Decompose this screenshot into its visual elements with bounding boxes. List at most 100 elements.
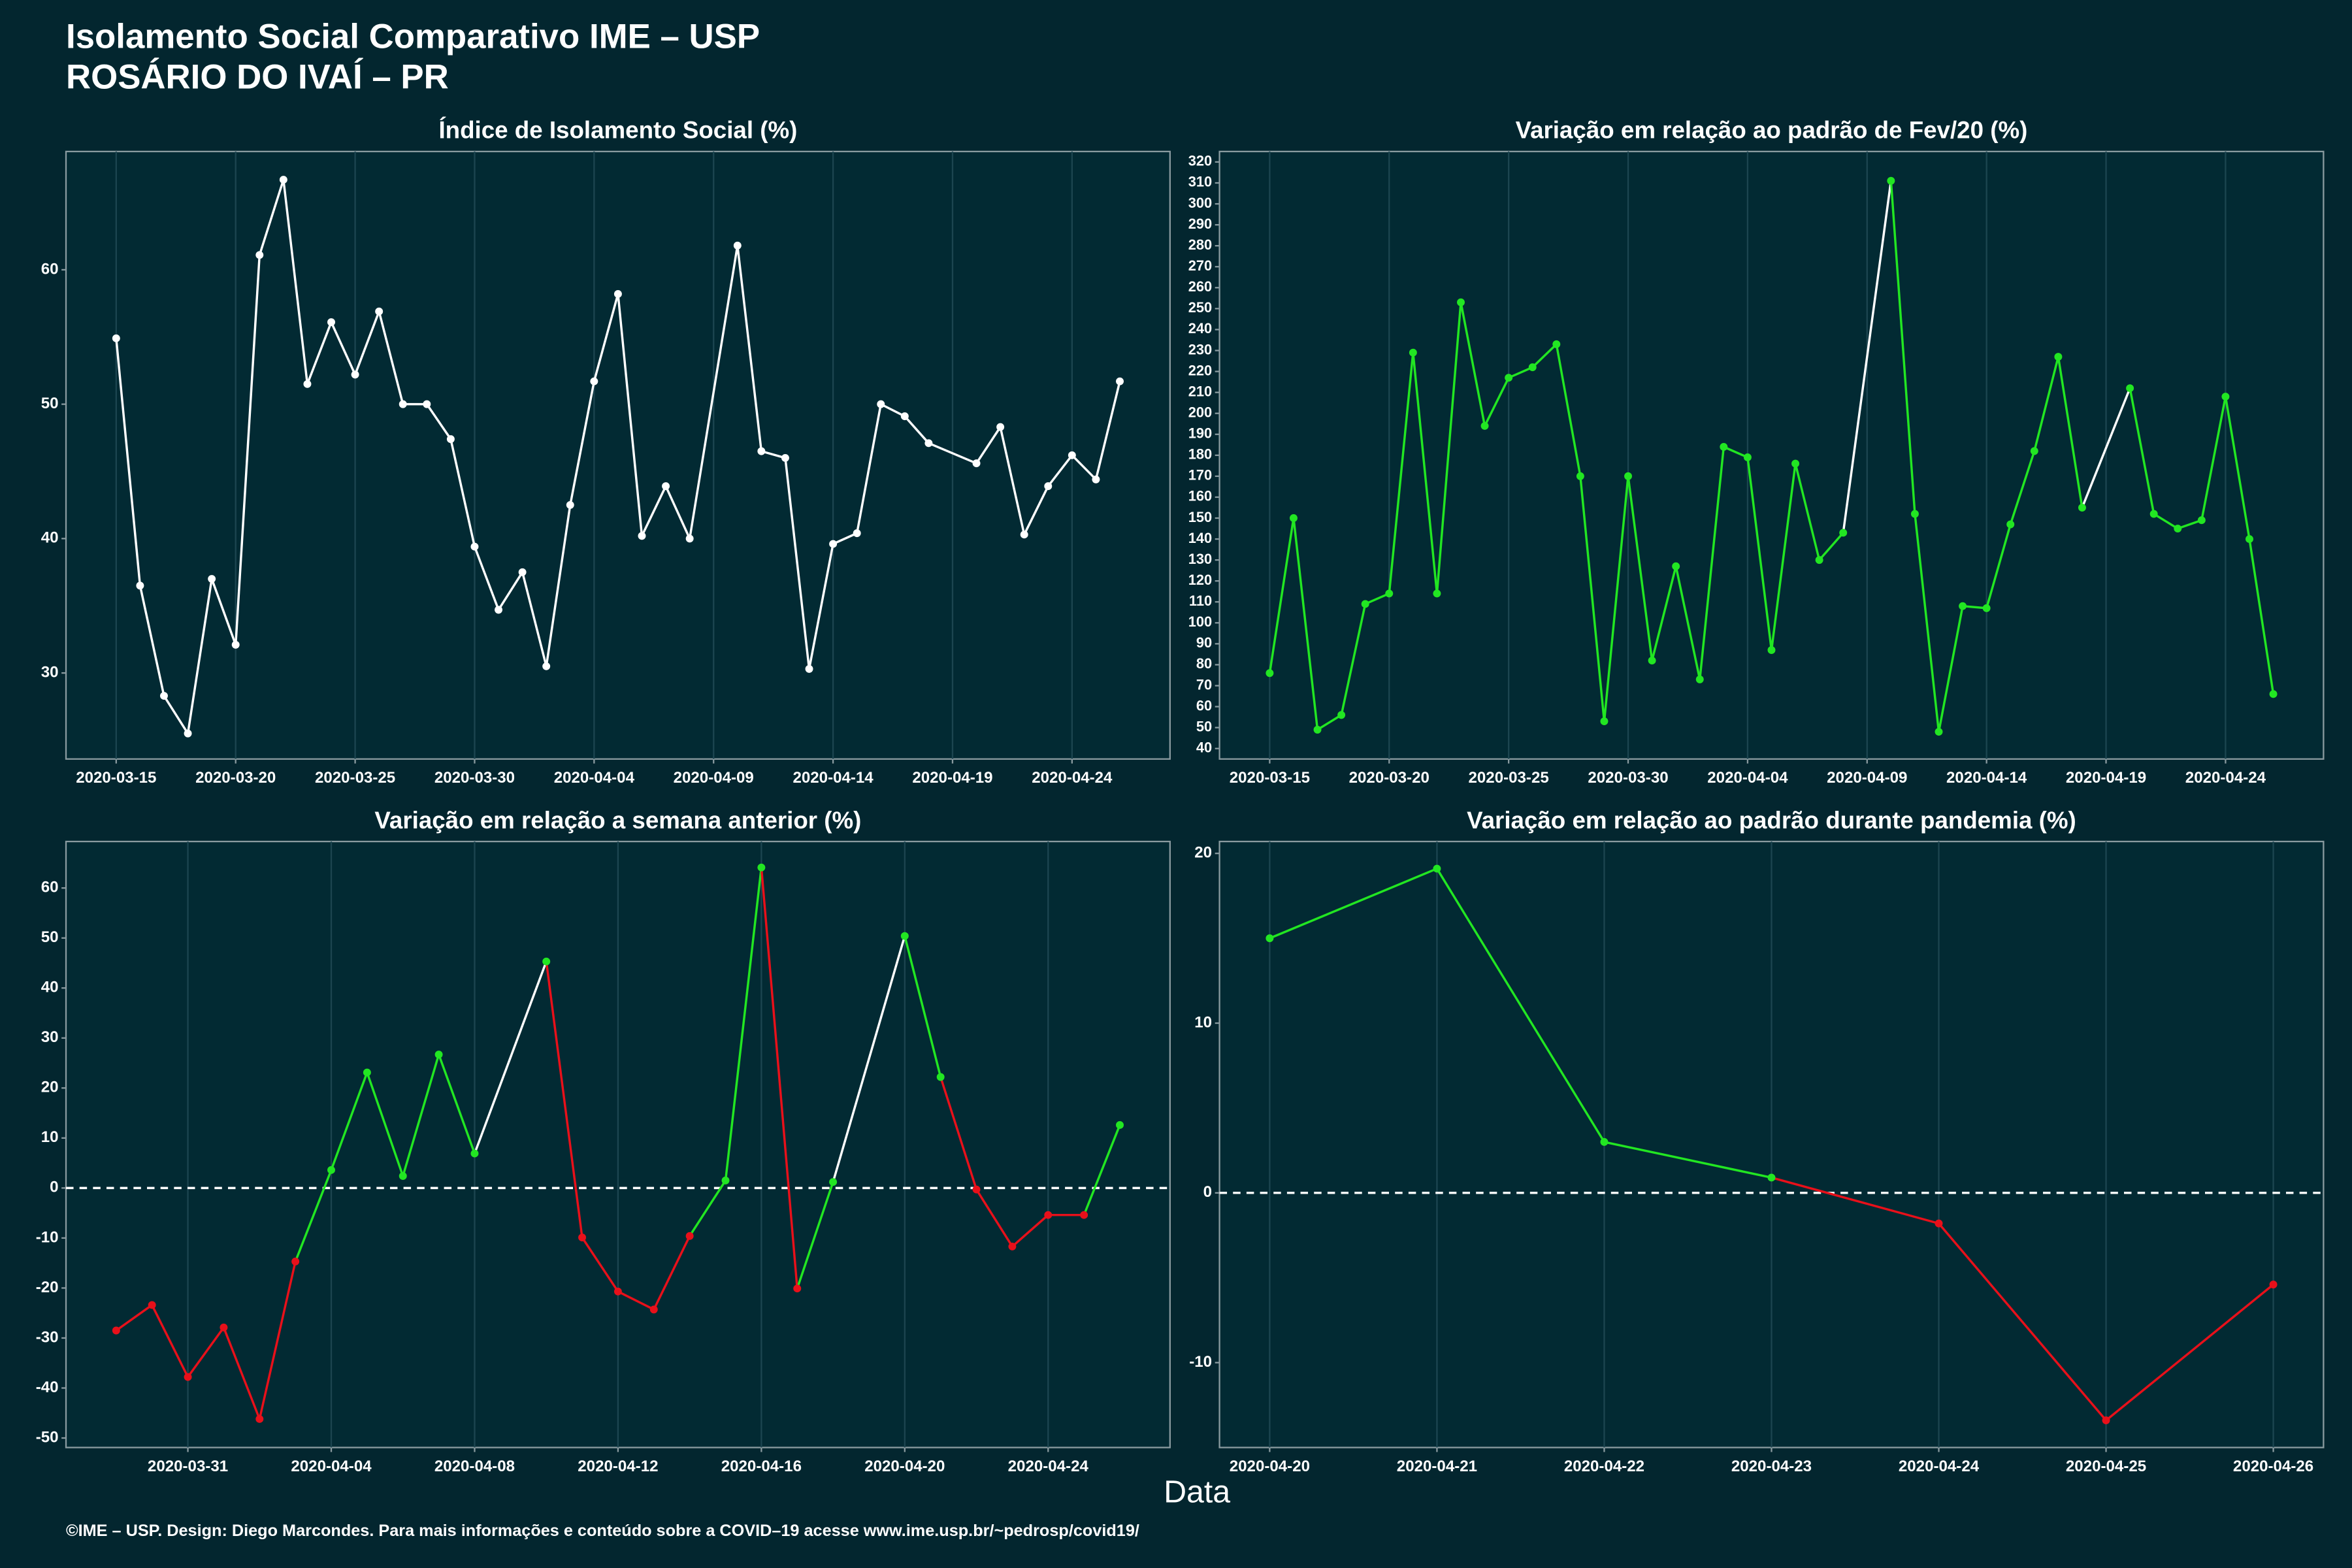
y-tick-label: 20 (41, 1079, 59, 1096)
line-segment (186, 578, 213, 734)
data-point (805, 664, 813, 673)
data-point (1648, 657, 1656, 665)
data-point (1337, 711, 1346, 719)
line-segment (353, 311, 380, 375)
x-tick-label: 2020-04-21 (1397, 1458, 1477, 1475)
data-point (1361, 600, 1369, 608)
line-segment (473, 546, 500, 610)
footer: ©IME – USP. Design: Diego Marcondes. Par… (66, 1522, 1139, 1540)
x-tick-label: 2020-04-12 (578, 1458, 658, 1475)
line-segment (617, 1290, 655, 1311)
data-point (1887, 176, 1895, 185)
line-segment (617, 293, 644, 536)
line-segment (808, 544, 834, 670)
line-segment (425, 403, 452, 440)
line-segment (1771, 1176, 1939, 1225)
line-segment (115, 338, 142, 586)
line-segment (1579, 476, 1606, 722)
data-point (327, 1166, 335, 1174)
x-tick-label: 2020-04-19 (2066, 769, 2146, 787)
y-tick-label: 220 (1188, 362, 1212, 378)
line-segment (402, 1054, 440, 1177)
data-point (136, 581, 144, 590)
data-point (327, 318, 335, 327)
data-point (996, 423, 1005, 431)
panel-title: Variação em relação a semana anterior (%… (374, 807, 861, 834)
data-point (1457, 298, 1465, 306)
data-point (231, 640, 240, 649)
line-segment (2248, 538, 2275, 694)
y-tick-label: -10 (36, 1228, 59, 1246)
data-point (2078, 504, 2086, 512)
line-segment (2081, 387, 2131, 508)
line-segment (473, 961, 547, 1154)
y-tick-label: 200 (1188, 404, 1212, 420)
line-segment (2200, 396, 2227, 521)
line-segment (569, 381, 596, 506)
line-segment (437, 1054, 476, 1154)
data-point (1409, 348, 1417, 357)
data-point (1672, 562, 1680, 570)
line-segment (724, 867, 763, 1181)
line-segment (796, 1181, 834, 1289)
data-point (1008, 1242, 1017, 1250)
y-tick-label: -50 (36, 1428, 59, 1446)
x-axis-label: Data (1164, 1474, 1230, 1509)
line-segment (1435, 868, 1605, 1143)
y-tick-label: 50 (41, 395, 59, 412)
line-segment (1435, 302, 1462, 594)
data-point (877, 400, 885, 408)
data-point (685, 534, 694, 543)
data-point (900, 932, 909, 940)
y-tick-label: 120 (1188, 572, 1212, 588)
data-point (255, 1414, 264, 1423)
y-tick-label: 80 (1196, 655, 1212, 672)
data-point (829, 1178, 838, 1186)
y-tick-label: 40 (41, 979, 59, 996)
data-point (2174, 525, 2182, 533)
data-point (148, 1301, 156, 1309)
line-segment (1484, 377, 1510, 427)
y-tick-label: 0 (50, 1179, 58, 1196)
data-point (1044, 482, 1053, 491)
y-tick-label: 50 (41, 928, 59, 946)
data-point (1624, 472, 1632, 480)
data-point (375, 307, 384, 316)
line-segment (449, 438, 476, 547)
line-segment (1047, 454, 1073, 487)
line-segment (545, 504, 572, 667)
y-tick-label: 130 (1188, 551, 1212, 567)
data-point (590, 377, 598, 385)
data-point (1116, 1120, 1124, 1129)
data-point (566, 500, 574, 509)
data-point (757, 447, 766, 455)
data-point (255, 251, 264, 259)
data-point (2102, 1416, 2110, 1424)
data-point (1092, 475, 1100, 483)
x-tick-label: 2020-04-26 (2233, 1458, 2313, 1475)
panel-title: Variação em relação ao padrão de Fev/20 … (1516, 117, 2028, 144)
line-segment (1842, 180, 1893, 533)
data-point (303, 380, 312, 388)
line-segment (832, 936, 906, 1183)
y-tick-label: 20 (1194, 844, 1212, 862)
data-point (781, 453, 789, 462)
data-point (1791, 459, 1800, 468)
data-point (1433, 589, 1441, 598)
y-tick-label: 30 (41, 1028, 59, 1046)
line-segment (760, 867, 798, 1289)
x-tick-label: 2020-04-19 (912, 769, 992, 787)
x-tick-label: 2020-03-20 (1349, 769, 1429, 787)
data-point (363, 1068, 371, 1077)
line-segment (640, 485, 667, 536)
x-tick-label: 2020-04-24 (1032, 769, 1113, 787)
data-point (649, 1305, 658, 1314)
line-segment (1770, 463, 1797, 651)
line-segment (904, 416, 930, 444)
data-point (542, 662, 551, 670)
line-segment (1937, 606, 1964, 732)
plot-panel (1218, 150, 2325, 760)
data-point (2126, 384, 2134, 393)
line-segment (1083, 1124, 1121, 1216)
y-tick-label: 260 (1188, 278, 1212, 295)
